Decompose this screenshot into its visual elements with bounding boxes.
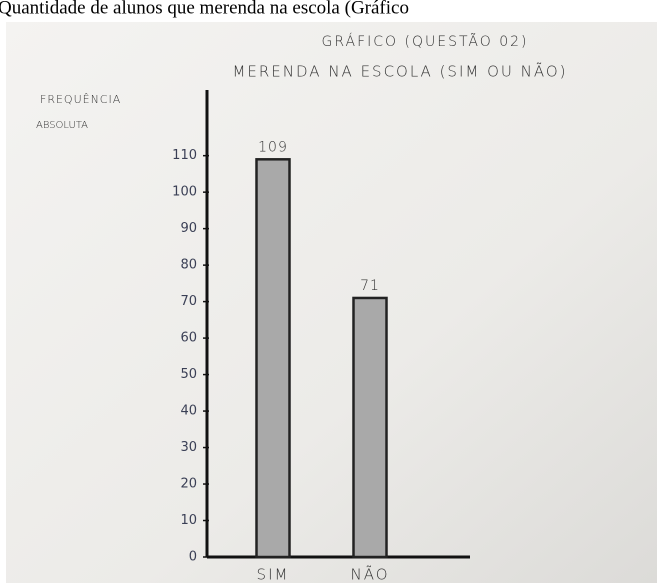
page-caption: Quantidade de alunos que merenda na esco… [0,0,409,18]
y-axis-label: FREQUÊNCIA [40,93,121,106]
y-tick-label: 100 [172,185,197,200]
y-tick-label: 40 [180,404,197,419]
y-tick-label: 10 [180,513,197,528]
y-tick-label: 70 [180,294,197,309]
chart: Quantidade de alunos que merenda na esco… [0,0,657,583]
bar [257,159,290,557]
chart-title: GRÁFICO (QUESTÃO 02) [321,33,528,50]
y-tick-label: 20 [180,477,197,492]
y-axis-label: ABSOLUTA [36,120,88,131]
x-tick-label: SIM [257,566,290,583]
y-tick-label: 60 [180,331,197,346]
chart-subtitle: MERENDA NA ESCOLA (SIM OU NÃO) [232,62,567,81]
y-tick-label: 50 [180,367,197,382]
y-tick-label: 30 [180,440,197,455]
bar [354,298,387,557]
value-label: 71 [360,278,380,294]
y-tick-label: 110 [172,148,197,163]
x-tick-label: NÃO [350,565,389,583]
paper [6,22,657,583]
y-tick-label: 90 [180,221,197,236]
y-tick-label: 80 [180,258,197,273]
value-label: 109 [258,139,288,155]
y-tick-label: 0 [189,550,197,565]
